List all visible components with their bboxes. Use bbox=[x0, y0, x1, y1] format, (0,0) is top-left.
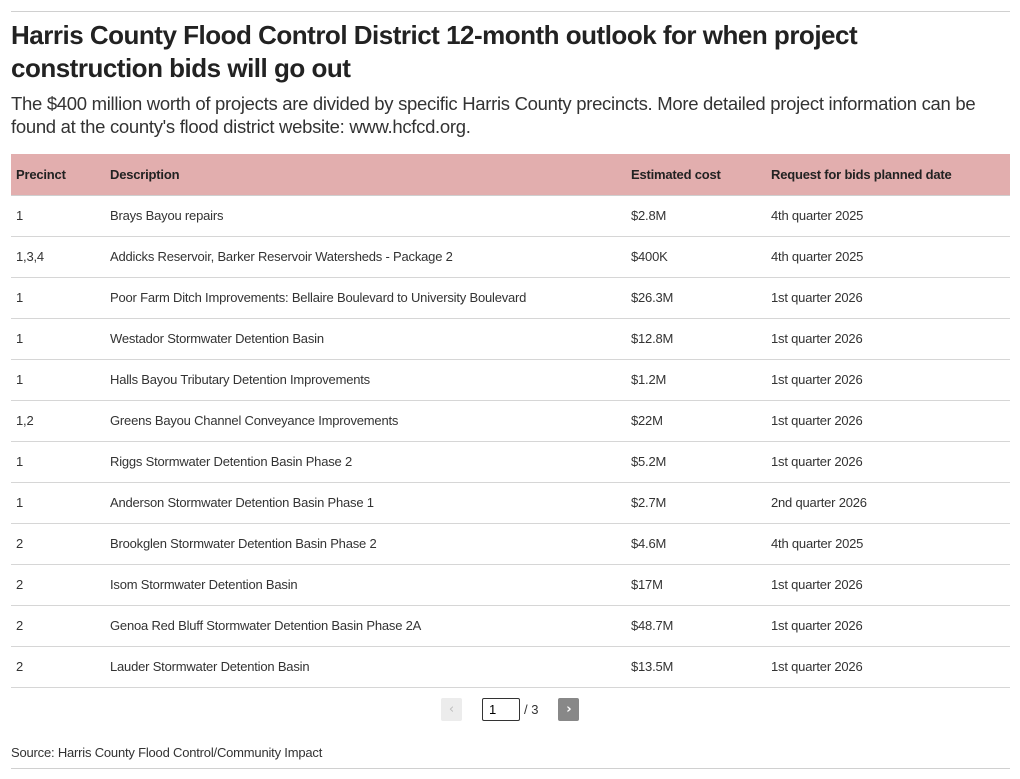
table-row: 1 Halls Bayou Tributary Detention Improve… bbox=[11, 359, 1010, 401]
estimated-cost-cell: $4.6M bbox=[626, 523, 766, 565]
precinct-cell: 1 bbox=[11, 359, 105, 401]
bid-date-cell: 1st quarter 2026 bbox=[766, 646, 1010, 688]
description-cell: Poor Farm Ditch Improvements: Bellaire B… bbox=[105, 277, 626, 319]
column-header-estimated-cost: Estimated cost bbox=[626, 154, 766, 196]
precinct-cell: 1 bbox=[11, 482, 105, 524]
bid-date-cell: 4th quarter 2025 bbox=[766, 236, 1010, 278]
precinct-cell: 1 bbox=[11, 318, 105, 360]
table-row: 2 Genoa Red Bluff Stormwater Detention Ba… bbox=[11, 605, 1010, 647]
chart-subtitle: The $400 million worth of projects are d… bbox=[11, 93, 976, 137]
column-header-description: Description bbox=[105, 154, 626, 196]
estimated-cost-cell: $1.2M bbox=[626, 359, 766, 401]
estimated-cost-cell: $48.7M bbox=[626, 605, 766, 647]
description-cell: Anderson Stormwater Detention Basin Phas… bbox=[105, 482, 626, 524]
estimated-cost-cell: $13.5M bbox=[626, 646, 766, 688]
projects-table: Precinct Description Estimated cost Request… bbox=[11, 154, 1010, 688]
table-row: 1 Riggs Stormwater Detention Basin Phase … bbox=[11, 441, 1010, 483]
table-row: 1 Brays Bayou repairs $2.8M 4th quarter 202… bbox=[11, 195, 1010, 237]
precinct-cell: 2 bbox=[11, 605, 105, 647]
estimated-cost-cell: $17M bbox=[626, 564, 766, 606]
bid-date-cell: 4th quarter 2025 bbox=[766, 195, 1010, 237]
bid-date-cell: 1st quarter 2026 bbox=[766, 359, 1010, 401]
bid-date-cell: 1st quarter 2026 bbox=[766, 400, 1010, 442]
bid-date-cell: 4th quarter 2025 bbox=[766, 523, 1010, 565]
table-row: 1 Anderson Stormwater Detention Basin Pha… bbox=[11, 482, 1010, 524]
precinct-cell: 1 bbox=[11, 195, 105, 237]
description-cell: Addicks Reservoir, Barker Reservoir Wate… bbox=[105, 236, 626, 278]
table-header-row: Precinct Description Estimated cost Request… bbox=[11, 154, 1010, 196]
description-cell: Halls Bayou Tributary Detention Improvem… bbox=[105, 359, 626, 401]
estimated-cost-cell: $5.2M bbox=[626, 441, 766, 483]
description-cell: Westador Stormwater Detention Basin bbox=[105, 318, 626, 360]
bid-date-cell: 1st quarter 2026 bbox=[766, 564, 1010, 606]
column-header-precinct: Precinct bbox=[11, 154, 105, 196]
bid-date-cell: 1st quarter 2026 bbox=[766, 277, 1010, 319]
precinct-cell: 2 bbox=[11, 564, 105, 606]
table-row: 1 Poor Farm Ditch Improvements: Bellaire … bbox=[11, 277, 1010, 319]
bid-date-cell: 1st quarter 2026 bbox=[766, 441, 1010, 483]
table-body: 1 Brays Bayou repairs $2.8M 4th quarter 202… bbox=[11, 195, 1010, 688]
precinct-cell: 1,3,4 bbox=[11, 236, 105, 278]
table-header: Precinct Description Estimated cost Request… bbox=[11, 154, 1010, 196]
chart-title: Harris County Flood Control District 12-… bbox=[11, 20, 858, 83]
table-row: 1 Westador Stormwater Detention Basin $12.… bbox=[11, 318, 1010, 360]
description-cell: Greens Bayou Channel Conveyance Improvem… bbox=[105, 400, 626, 442]
table-row: 2 Isom Stormwater Detention Basin $17M 1st … bbox=[11, 564, 1010, 606]
bid-date-cell: 1st quarter 2026 bbox=[766, 605, 1010, 647]
precinct-cell: 2 bbox=[11, 646, 105, 688]
description-cell: Isom Stormwater Detention Basin bbox=[105, 564, 626, 606]
top-divider bbox=[11, 11, 1010, 12]
table-row: 2 Brookglen Stormwater Detention Basin Ph… bbox=[11, 523, 1010, 565]
column-header-bid-date: Request for bids planned date bbox=[766, 154, 1010, 196]
total-pages-label: / 3 bbox=[524, 701, 539, 717]
bottom-divider bbox=[11, 768, 1010, 769]
description-cell: Genoa Red Bluff Stormwater Detention Bas… bbox=[105, 605, 626, 647]
estimated-cost-cell: $400K bbox=[626, 236, 766, 278]
precinct-cell: 1 bbox=[11, 277, 105, 319]
precinct-cell: 1,2 bbox=[11, 400, 105, 442]
estimated-cost-cell: $26.3M bbox=[626, 277, 766, 319]
bid-date-cell: 1st quarter 2026 bbox=[766, 318, 1010, 360]
description-cell: Brookglen Stormwater Detention Basin Pha… bbox=[105, 523, 626, 565]
estimated-cost-cell: $2.8M bbox=[626, 195, 766, 237]
description-cell: Lauder Stormwater Detention Basin bbox=[105, 646, 626, 688]
precinct-cell: 2 bbox=[11, 523, 105, 565]
bid-date-cell: 2nd quarter 2026 bbox=[766, 482, 1010, 524]
source-note: Source: Harris County Flood Control/Comm… bbox=[11, 745, 323, 760]
estimated-cost-cell: $2.7M bbox=[626, 482, 766, 524]
estimated-cost-cell: $22M bbox=[626, 400, 766, 442]
table-row: 1,2 Greens Bayou Channel Conveyance Impro… bbox=[11, 400, 1010, 442]
table-row: 2 Lauder Stormwater Detention Basin $13.5M… bbox=[11, 646, 1010, 688]
estimated-cost-cell: $12.8M bbox=[626, 318, 766, 360]
pagination: ‹ / 3 › bbox=[441, 697, 580, 721]
description-cell: Riggs Stormwater Detention Basin Phase 2 bbox=[105, 441, 626, 483]
next-page-button[interactable]: › bbox=[558, 697, 580, 721]
description-cell: Brays Bayou repairs bbox=[105, 195, 626, 237]
table-row: 1,3,4 Addicks Reservoir, Barker Reservoir… bbox=[11, 236, 1010, 278]
precinct-cell: 1 bbox=[11, 441, 105, 483]
page-number-input[interactable] bbox=[482, 697, 520, 721]
previous-page-button[interactable]: ‹ bbox=[441, 697, 462, 721]
